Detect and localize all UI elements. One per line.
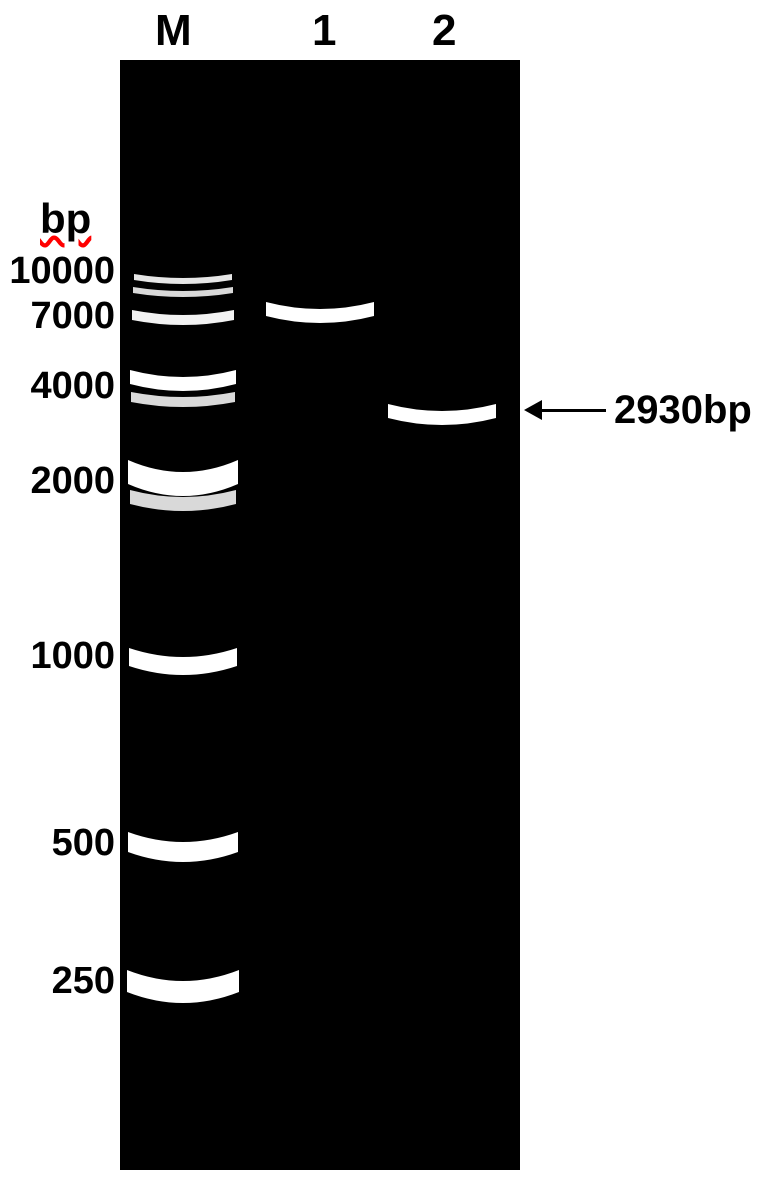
tick-2000: 2000	[5, 460, 115, 503]
bp-unit-label: bp	[40, 195, 91, 243]
tick-4000: 4000	[5, 365, 115, 408]
callout-arrow-line	[542, 409, 606, 412]
callout-label: 2930bp	[614, 388, 752, 433]
tick-1000: 1000	[5, 635, 115, 678]
lane-label-M: M	[155, 6, 192, 56]
tick-7000: 7000	[5, 295, 115, 338]
gel-box	[120, 60, 520, 1170]
bp-unit-text: bp	[40, 195, 91, 242]
tick-10000: 10000	[5, 250, 115, 293]
gel-figure: M 1 2 bp 10000 7000 4000 2000 1000 500 2…	[0, 0, 761, 1194]
tick-250: 250	[5, 960, 115, 1003]
lane-label-2: 2	[432, 6, 456, 56]
callout-arrow-head	[524, 400, 542, 420]
tick-500: 500	[5, 822, 115, 865]
lane-label-1: 1	[312, 6, 336, 56]
